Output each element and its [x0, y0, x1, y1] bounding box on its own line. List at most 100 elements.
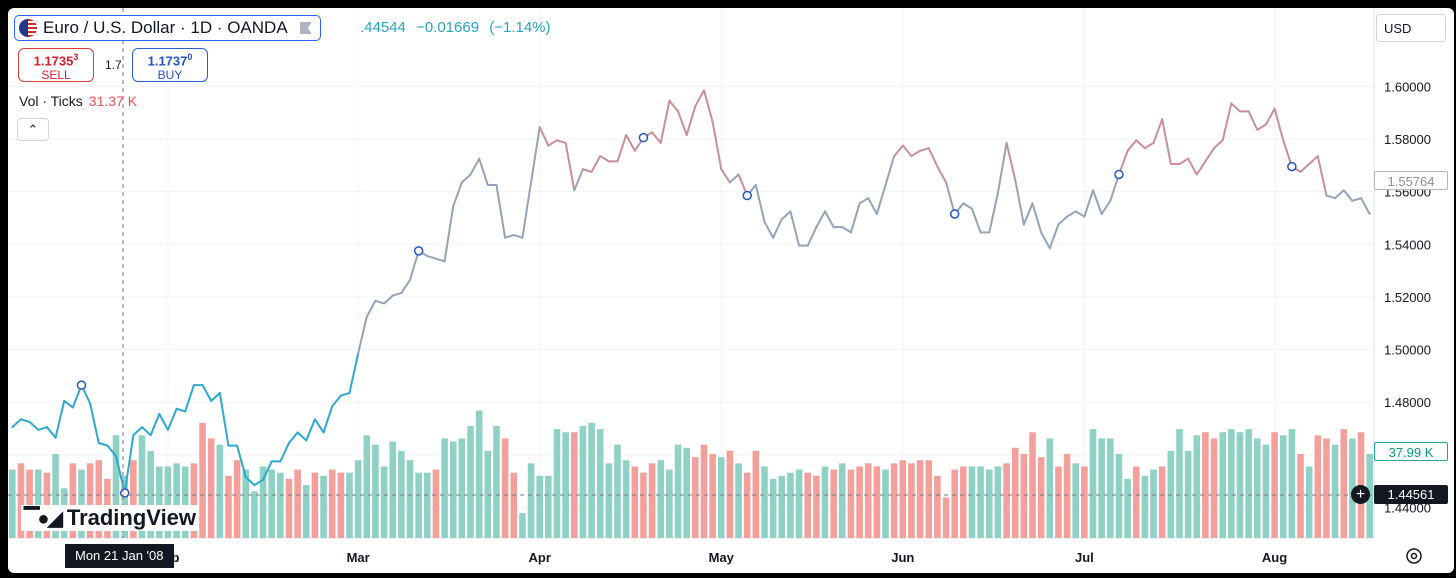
buy-button[interactable]: 1.17370 BUY [132, 48, 208, 82]
volume-bar [700, 444, 708, 538]
volume-bar [225, 475, 232, 538]
price-line-segment [875, 184, 887, 215]
crosshair-date-label: Mon 21 Jan '08 [65, 544, 174, 568]
tradingview-logo-icon: ▔●◢ [24, 507, 63, 530]
event-marker[interactable] [1114, 169, 1124, 180]
price-line-segment [106, 444, 118, 458]
price-line-segment [123, 434, 135, 494]
price-line-segment [383, 294, 394, 305]
y-tick-label: 1.60000 [1384, 79, 1431, 94]
volume-bar [743, 472, 751, 538]
price-line-segment [919, 147, 930, 152]
volume-bar [1279, 435, 1287, 538]
volume-bar [683, 447, 690, 538]
flag-icon[interactable] [299, 22, 312, 34]
sell-button[interactable]: 1.17353 SELL [18, 48, 94, 82]
price-line-segment [97, 441, 109, 447]
branding-text: TradingView [66, 505, 197, 530]
price-line-segment [305, 418, 316, 442]
volume-bar [354, 460, 362, 538]
time-axis[interactable]: FebMarAprMayJunJulAug [156, 550, 1287, 565]
crosshair-price-label: 1.44561 [1374, 485, 1448, 504]
event-marker[interactable] [742, 190, 752, 201]
volume-bar [207, 438, 215, 538]
volume-bar [26, 469, 33, 538]
volume-bar [52, 454, 59, 538]
buy-label: BUY [157, 68, 183, 83]
volume-bar [190, 463, 198, 538]
price-line-segment [37, 426, 48, 431]
event-marker[interactable] [1287, 161, 1297, 172]
price-line-segment [236, 444, 247, 479]
price-line-segment [789, 210, 801, 247]
price-line-segment [996, 141, 1008, 194]
price-chart[interactable]: 1.600001.580001.560001.540001.520001.500… [8, 8, 1454, 573]
collapse-legend-button[interactable]: ⌃ [17, 118, 49, 141]
price-line-segment [175, 407, 187, 413]
volume-bar [579, 426, 587, 538]
price-line-segment [1048, 223, 1060, 250]
price-line-segment [409, 249, 420, 281]
price-line-segment [45, 426, 57, 439]
y-tick-label: 1.52000 [1384, 290, 1431, 305]
price-line-segment [970, 207, 982, 234]
price-line-segment [1187, 157, 1198, 176]
event-marker[interactable] [413, 246, 424, 256]
settings-gear-icon[interactable] [1404, 546, 1424, 566]
volume-bar [934, 475, 941, 538]
volume-bar [1228, 429, 1235, 538]
price-line-segment [184, 384, 195, 413]
volume-bar [259, 466, 267, 538]
price-line-segment [28, 420, 40, 431]
currency-selector[interactable]: USD [1376, 14, 1446, 42]
volume-bar [640, 472, 647, 538]
add-alert-plus-icon[interactable]: + [1351, 485, 1370, 504]
price-line-segment [1135, 139, 1146, 150]
volume-bar [458, 438, 466, 538]
price-line-segment [1213, 139, 1224, 150]
volume-bar [1141, 475, 1149, 538]
volume-bar [570, 432, 578, 538]
volume-bar [882, 469, 889, 538]
event-marker[interactable] [76, 380, 87, 390]
volume-bar [1063, 454, 1071, 538]
price-line-segment [824, 210, 835, 229]
event-markers[interactable] [76, 132, 1297, 498]
volume-bar [1124, 478, 1131, 538]
event-marker[interactable] [949, 209, 960, 219]
volume-bar [1158, 466, 1166, 538]
volume-bar [147, 450, 154, 538]
symbol-legend[interactable]: Euro / U.S. Dollar · 1D · OANDA [14, 15, 321, 41]
volume-bar [985, 469, 993, 538]
volume-bar [112, 435, 120, 538]
last-price-label: 1.55764 [1374, 171, 1448, 190]
volume-bar [389, 441, 397, 538]
volume-bar [1193, 435, 1201, 538]
volume-bar [285, 478, 293, 538]
price-line-segment [849, 202, 861, 234]
price-line-segment [858, 197, 870, 205]
volume-bar [484, 450, 492, 538]
tradingview-logo[interactable]: ▔●◢ TradingView [21, 505, 200, 531]
price-line-segment [504, 234, 515, 239]
volume-bar [1107, 438, 1114, 538]
volume-bar [821, 466, 829, 538]
price-line-segment [581, 168, 593, 173]
volume-bar [346, 472, 353, 538]
price-line-segment [1308, 155, 1319, 165]
volume-bar [562, 432, 569, 538]
price-line-segment [1316, 155, 1328, 197]
event-marker[interactable] [119, 488, 130, 498]
price-line-segment [694, 89, 705, 108]
volume-bar [268, 469, 275, 538]
price-line-segment [780, 210, 792, 221]
volume-bar [856, 466, 863, 538]
price-line-segment [1031, 202, 1043, 234]
x-tick-label: Mar [347, 550, 370, 565]
volume-legend[interactable]: Vol · Ticks 31.37 K [19, 93, 137, 109]
volume-bar [294, 469, 301, 538]
symbol-title: Euro / U.S. Dollar · 1D · OANDA [43, 18, 288, 37]
price-line-segment [815, 210, 827, 229]
price-line-segment [1325, 194, 1337, 200]
event-marker[interactable] [638, 132, 649, 143]
